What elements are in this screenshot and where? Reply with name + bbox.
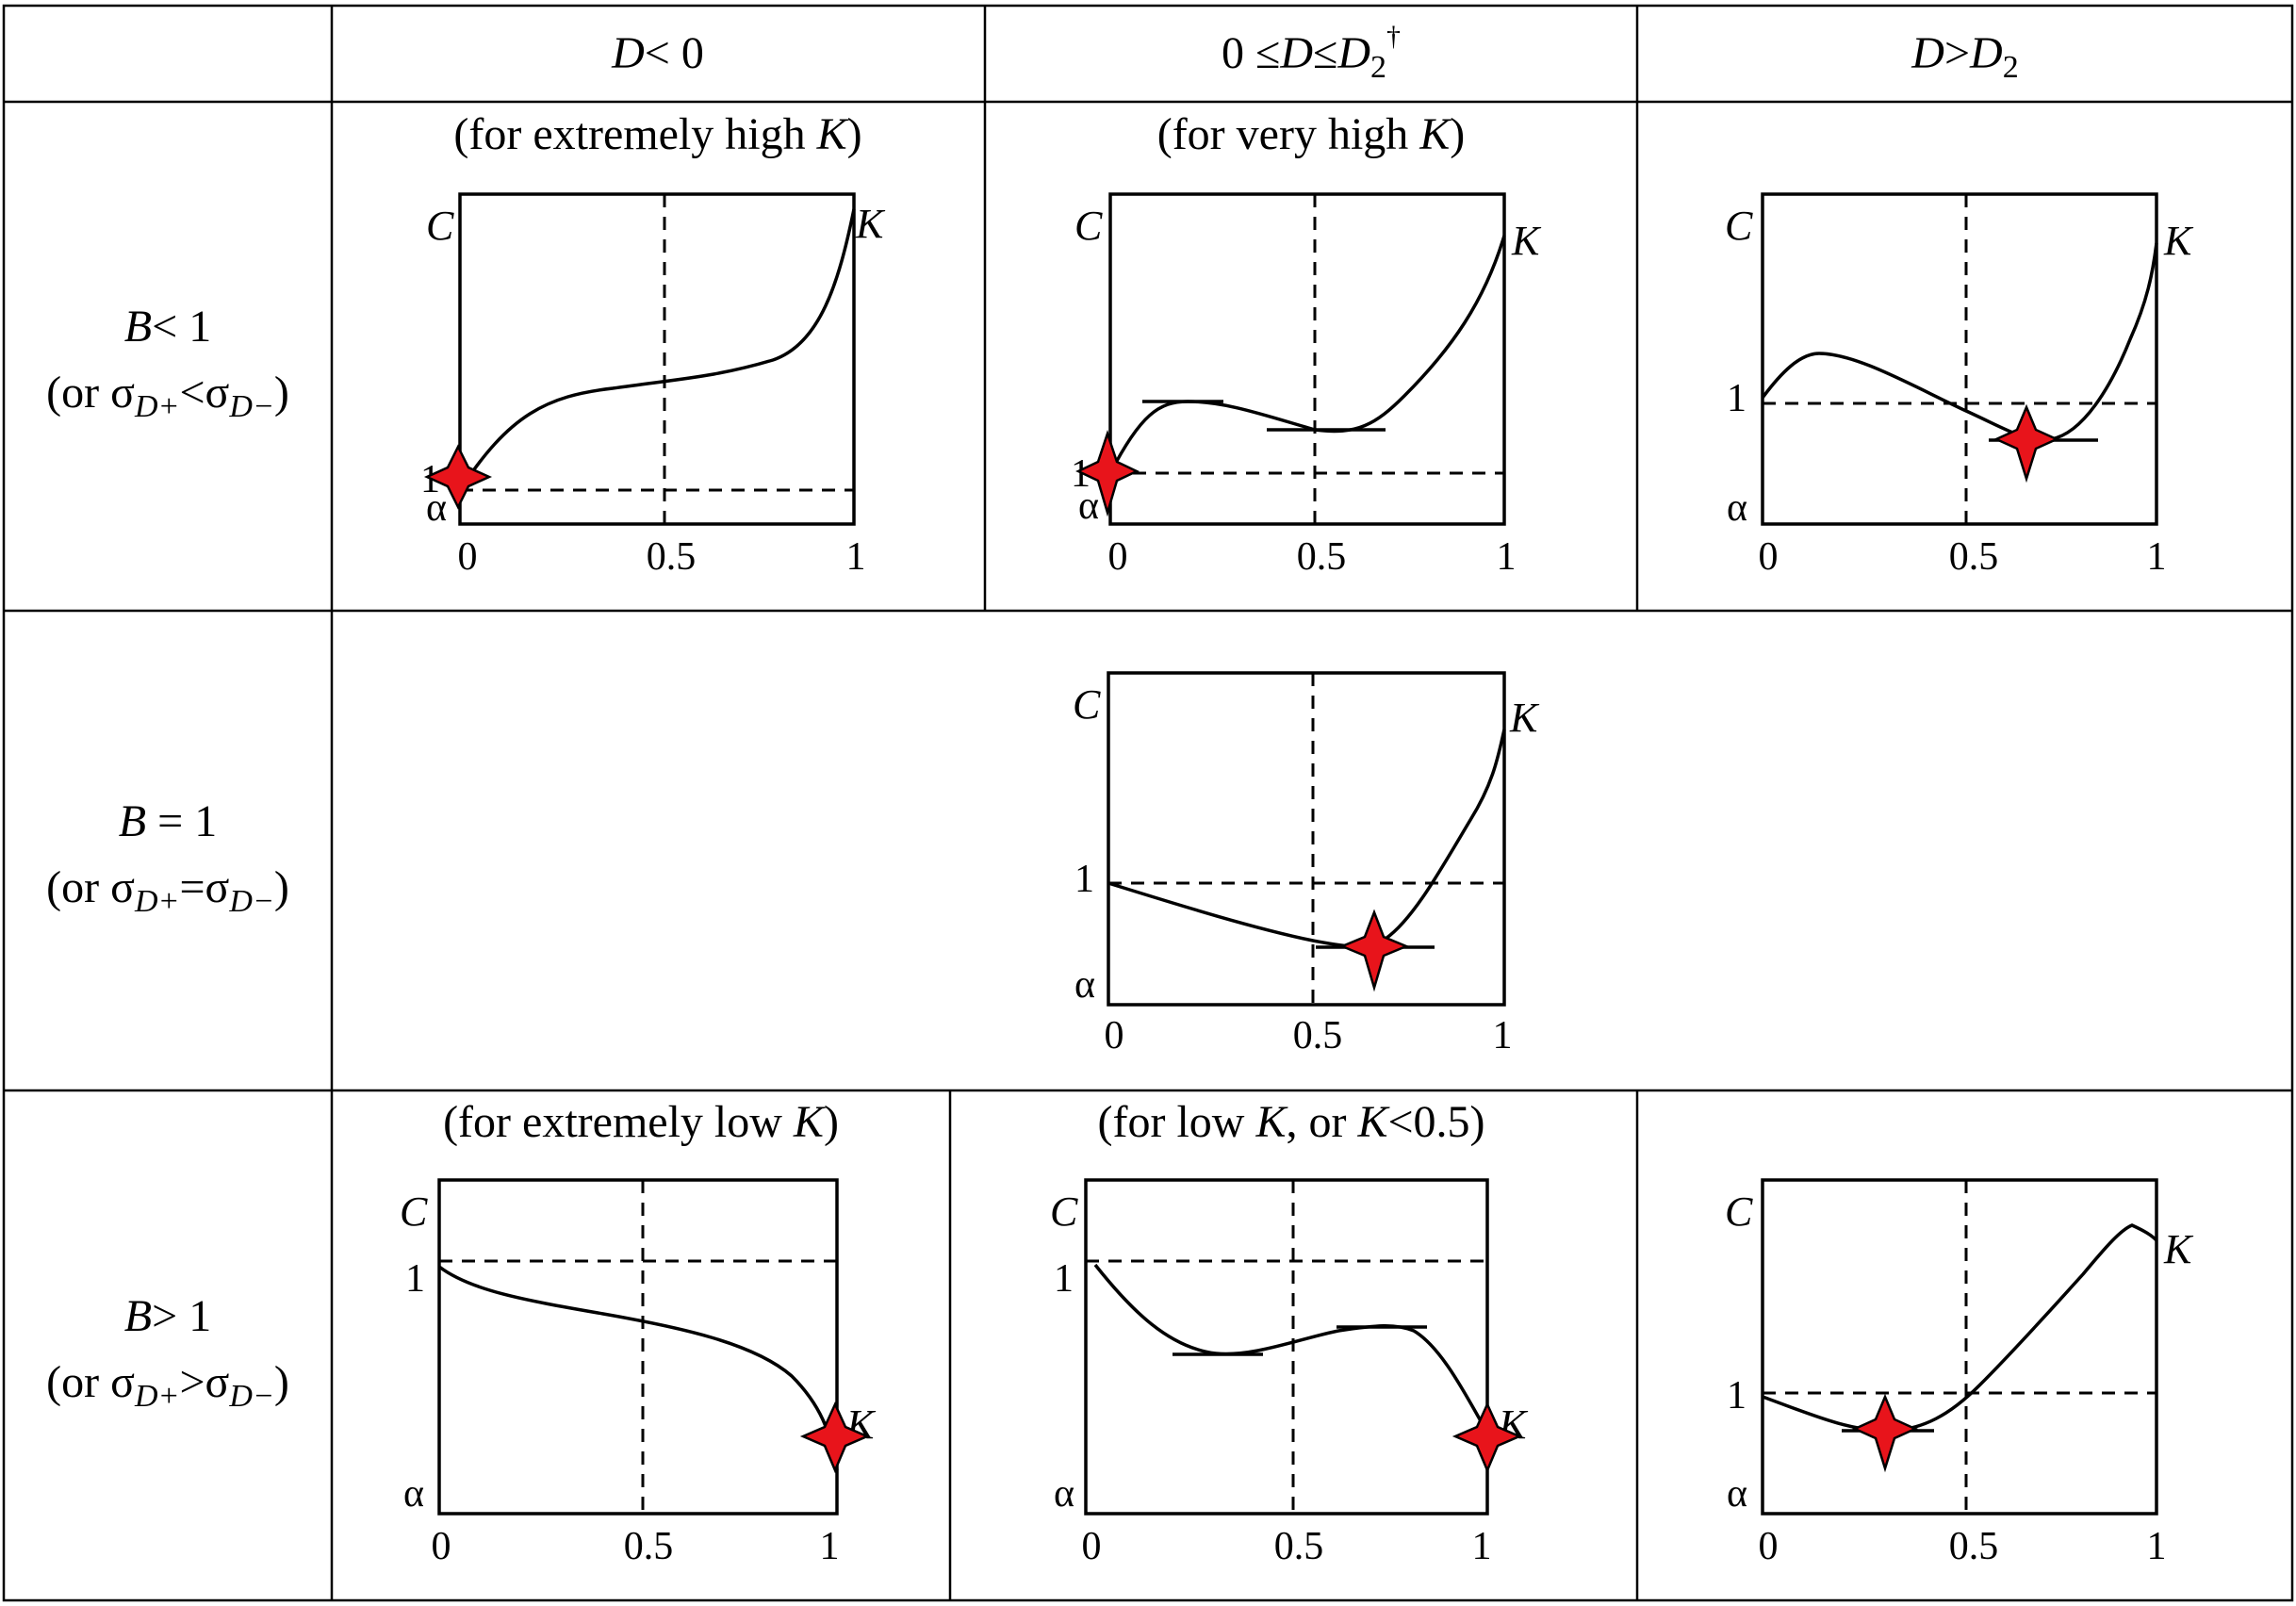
optimum-star-icon (423, 444, 493, 510)
x-tick-1: 1 (820, 1525, 840, 1568)
y-axis-label: C (1050, 1188, 1078, 1235)
cost-curve (1093, 1263, 1489, 1434)
plot-frame (437, 1178, 839, 1516)
header-d-greater: D>D2 (1911, 28, 2018, 85)
x-tick-half: 0.5 (1297, 535, 1347, 579)
plot-r1c1: C K 1 α 0 0.5 1 (420, 192, 886, 579)
x-tick-1: 1 (2147, 535, 2167, 579)
optimum-star-icon (1993, 403, 2060, 483)
note-extremely-high-k: (for extremely high K) (453, 109, 861, 159)
one-label: 1 (1727, 1374, 1747, 1418)
plot-frame (458, 192, 856, 526)
x-tick-1: 1 (1493, 1014, 1513, 1057)
k-label: K (2163, 218, 2194, 264)
header-d-between: 0 ≤D≤D2† (1222, 21, 1401, 85)
one-label: 1 (420, 458, 440, 501)
plot-frame (1107, 671, 1506, 1007)
optimum-star-icon (1338, 909, 1410, 992)
y-axis-label: C (1074, 203, 1103, 249)
table-grid (2, 4, 2294, 1602)
plot-r3c3: C K 1 α 0 0.5 1 (1725, 1178, 2194, 1568)
y-axis-label: C (400, 1188, 428, 1235)
plot-frame (1761, 1178, 2158, 1516)
x-tick-0: 0 (1108, 535, 1128, 579)
row-label-b-less: B< 1 (or σD+<σD−) (46, 302, 289, 424)
one-label: 1 (405, 1257, 425, 1301)
x-tick-half: 0.5 (1293, 1014, 1343, 1057)
note-very-high-k: (for very high K) (1157, 109, 1466, 159)
alpha-label: α (426, 486, 447, 530)
x-tick-0: 0 (432, 1525, 451, 1568)
x-tick-0: 0 (1082, 1525, 1102, 1568)
cost-curve (1761, 242, 2158, 442)
optimum-star-icon (1075, 430, 1140, 517)
plot-frame (1084, 1178, 1489, 1516)
x-tick-half: 0.5 (624, 1525, 674, 1568)
x-tick-1: 1 (1497, 535, 1517, 579)
alpha-label: α (1054, 1472, 1074, 1516)
y-axis-label: C (1725, 1188, 1753, 1235)
one-label: 1 (1071, 452, 1091, 496)
k-label: K (855, 201, 886, 247)
one-label: 1 (1054, 1257, 1074, 1301)
x-tick-1: 1 (2147, 1525, 2167, 1568)
plot-r2c2: C K 1 α 0 0.5 1 (1073, 671, 1540, 1057)
k-label: K (1509, 695, 1540, 741)
x-tick-0: 0 (1105, 1014, 1124, 1057)
alpha-label: α (403, 1472, 424, 1516)
x-tick-half: 0.5 (1274, 1525, 1324, 1568)
plot-r3c2: C K 1 α 0 0.5 1 (1050, 1178, 1529, 1568)
cost-curve (1108, 235, 1506, 474)
cost-curve (1762, 1223, 2158, 1433)
y-axis-label: C (426, 203, 454, 249)
svg-text:(or σD+=σD−): (or σD+=σD−) (46, 862, 289, 919)
svg-text:B> 1: B> 1 (124, 1291, 211, 1341)
svg-text:(or σD+>σD−): (or σD+>σD−) (46, 1357, 289, 1414)
one-label: 1 (1074, 858, 1094, 901)
optimum-star-icon (1851, 1393, 1919, 1473)
plot-frame (1761, 192, 2158, 526)
alpha-label: α (1074, 963, 1095, 1007)
x-tick-1: 1 (846, 535, 866, 579)
alpha-label: α (1727, 1472, 1747, 1516)
cost-curve (458, 208, 856, 491)
one-label: 1 (1727, 377, 1747, 420)
alpha-label: α (1727, 486, 1747, 530)
plot-frame (1108, 192, 1506, 526)
svg-text:(or σD+<σD−): (or σD+<σD−) (46, 368, 289, 424)
header-d-negative: D< 0 (611, 28, 704, 78)
plot-r3c1: C K 1 α 0 0.5 1 (400, 1178, 877, 1568)
y-axis-label: C (1073, 681, 1101, 728)
cost-curve (1107, 729, 1506, 948)
optimum-star-icon (799, 1401, 871, 1474)
svg-text:B< 1: B< 1 (124, 302, 211, 352)
k-label: K (1511, 218, 1542, 264)
plot-r1c3: C K 1 α 0 0.5 1 (1725, 192, 2194, 579)
note-low-k: (for low K, or K<0.5) (1097, 1097, 1484, 1147)
note-extremely-low-k: (for extremely low K) (443, 1097, 839, 1147)
x-tick-half: 0.5 (1949, 1525, 1999, 1568)
x-tick-0: 0 (1759, 1525, 1779, 1568)
row-label-b-greater: B> 1 (or σD+>σD−) (46, 1291, 289, 1414)
x-tick-1: 1 (1472, 1525, 1492, 1568)
y-axis-label: C (1725, 203, 1753, 249)
alpha-label: α (1078, 484, 1099, 528)
x-tick-0: 0 (458, 535, 478, 579)
row-label-b-equal: B = 1 (or σD+=σD−) (46, 796, 289, 919)
k-label: K (2163, 1226, 2194, 1272)
svg-text:B = 1: B = 1 (119, 796, 217, 846)
x-tick-0: 0 (1759, 535, 1779, 579)
plot-r1c2: C K 1 α 0 0.5 1 (1071, 192, 1542, 579)
x-tick-half: 0.5 (1949, 535, 1999, 579)
optimum-star-icon (1451, 1401, 1523, 1474)
cost-curve (437, 1265, 839, 1471)
x-tick-half: 0.5 (647, 535, 697, 579)
